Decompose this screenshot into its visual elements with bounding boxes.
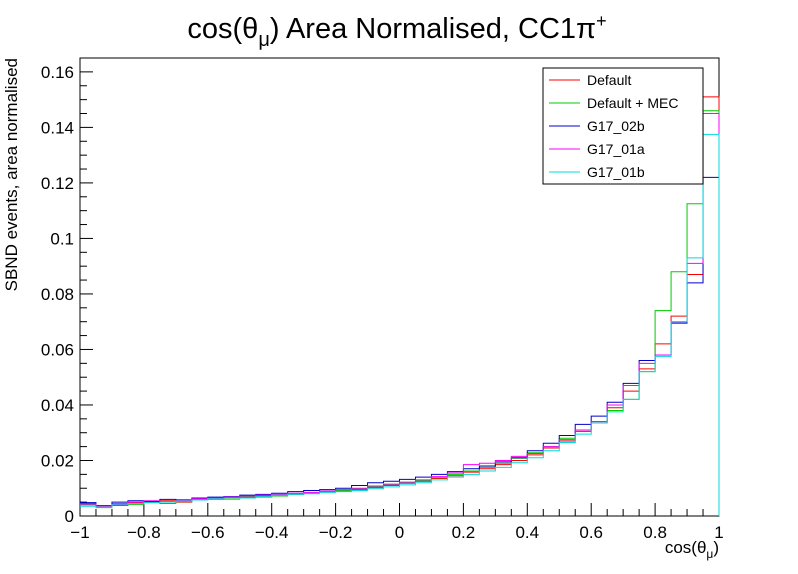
y-tick-label: 0.08 <box>41 285 74 304</box>
xlabel-main: cos(θ <box>665 538 707 557</box>
x-tick-label: 1 <box>714 523 723 542</box>
title-rest: ) Area Normalised, CC1π <box>270 13 596 45</box>
series-line-g17-01b <box>80 133 720 516</box>
legend-label: G17_01a <box>587 141 645 157</box>
x-tick-label: −0.6 <box>191 523 225 542</box>
x-tick-label: −0.2 <box>319 523 353 542</box>
x-tick-label: −0.4 <box>255 523 289 542</box>
x-tick-label: −0.8 <box>127 523 161 542</box>
series-layer <box>80 96 720 516</box>
y-tick-label: 0.02 <box>41 451 74 470</box>
xlabel-rest: ) <box>713 538 719 557</box>
y-tick-label: 0.12 <box>41 174 74 193</box>
x-tick-label: 0 <box>395 523 404 542</box>
legend-label: G17_02b <box>587 118 645 134</box>
y-tick-label: 0.16 <box>41 63 74 82</box>
axis-ticks <box>79 57 720 517</box>
y-tick-label: 0.04 <box>41 396 74 415</box>
title-superscript: + <box>596 11 607 31</box>
y-tick-label: 0.14 <box>41 118 74 137</box>
x-tick-label: 0.6 <box>579 523 603 542</box>
legend-label: Default + MEC <box>587 95 678 111</box>
legend: Default Default + MEC G17_02b G17_01a G17_01… <box>542 67 704 185</box>
y-axis-label: SBND events, area normalised <box>2 58 21 291</box>
y-tick-labels: 0 0.02 0.04 0.06 0.08 0.1 0.12 0.14 0.16 <box>41 63 74 526</box>
x-tick-labels: −1 −0.8 −0.6 −0.4 −0.2 0 0.2 0.4 0.6 0.8 1 <box>70 523 723 542</box>
y-tick-label: 0.1 <box>50 229 74 248</box>
x-tick-label: 0.8 <box>643 523 667 542</box>
legend-items: Default Default + MEC G17_02b G17_01a G17_01… <box>549 72 678 180</box>
chart-title: cos(θμ) Area Normalised, CC1π+ <box>187 11 606 51</box>
x-tick-label: −1 <box>70 523 89 542</box>
y-tick-label: 0.06 <box>41 340 74 359</box>
x-axis-label: cos(θμ) <box>665 538 719 561</box>
legend-label: Default <box>587 72 631 88</box>
x-tick-label: 0.2 <box>452 523 476 542</box>
x-tick-label: 0.4 <box>515 523 539 542</box>
legend-label: G17_01b <box>587 164 645 180</box>
series-line-g17-02b <box>80 176 720 516</box>
title-subscript: μ <box>258 29 270 51</box>
y-tick-label: 0 <box>65 507 74 526</box>
xlabel-subscript: μ <box>706 547 713 561</box>
title-main: cos(θ <box>187 13 258 45</box>
